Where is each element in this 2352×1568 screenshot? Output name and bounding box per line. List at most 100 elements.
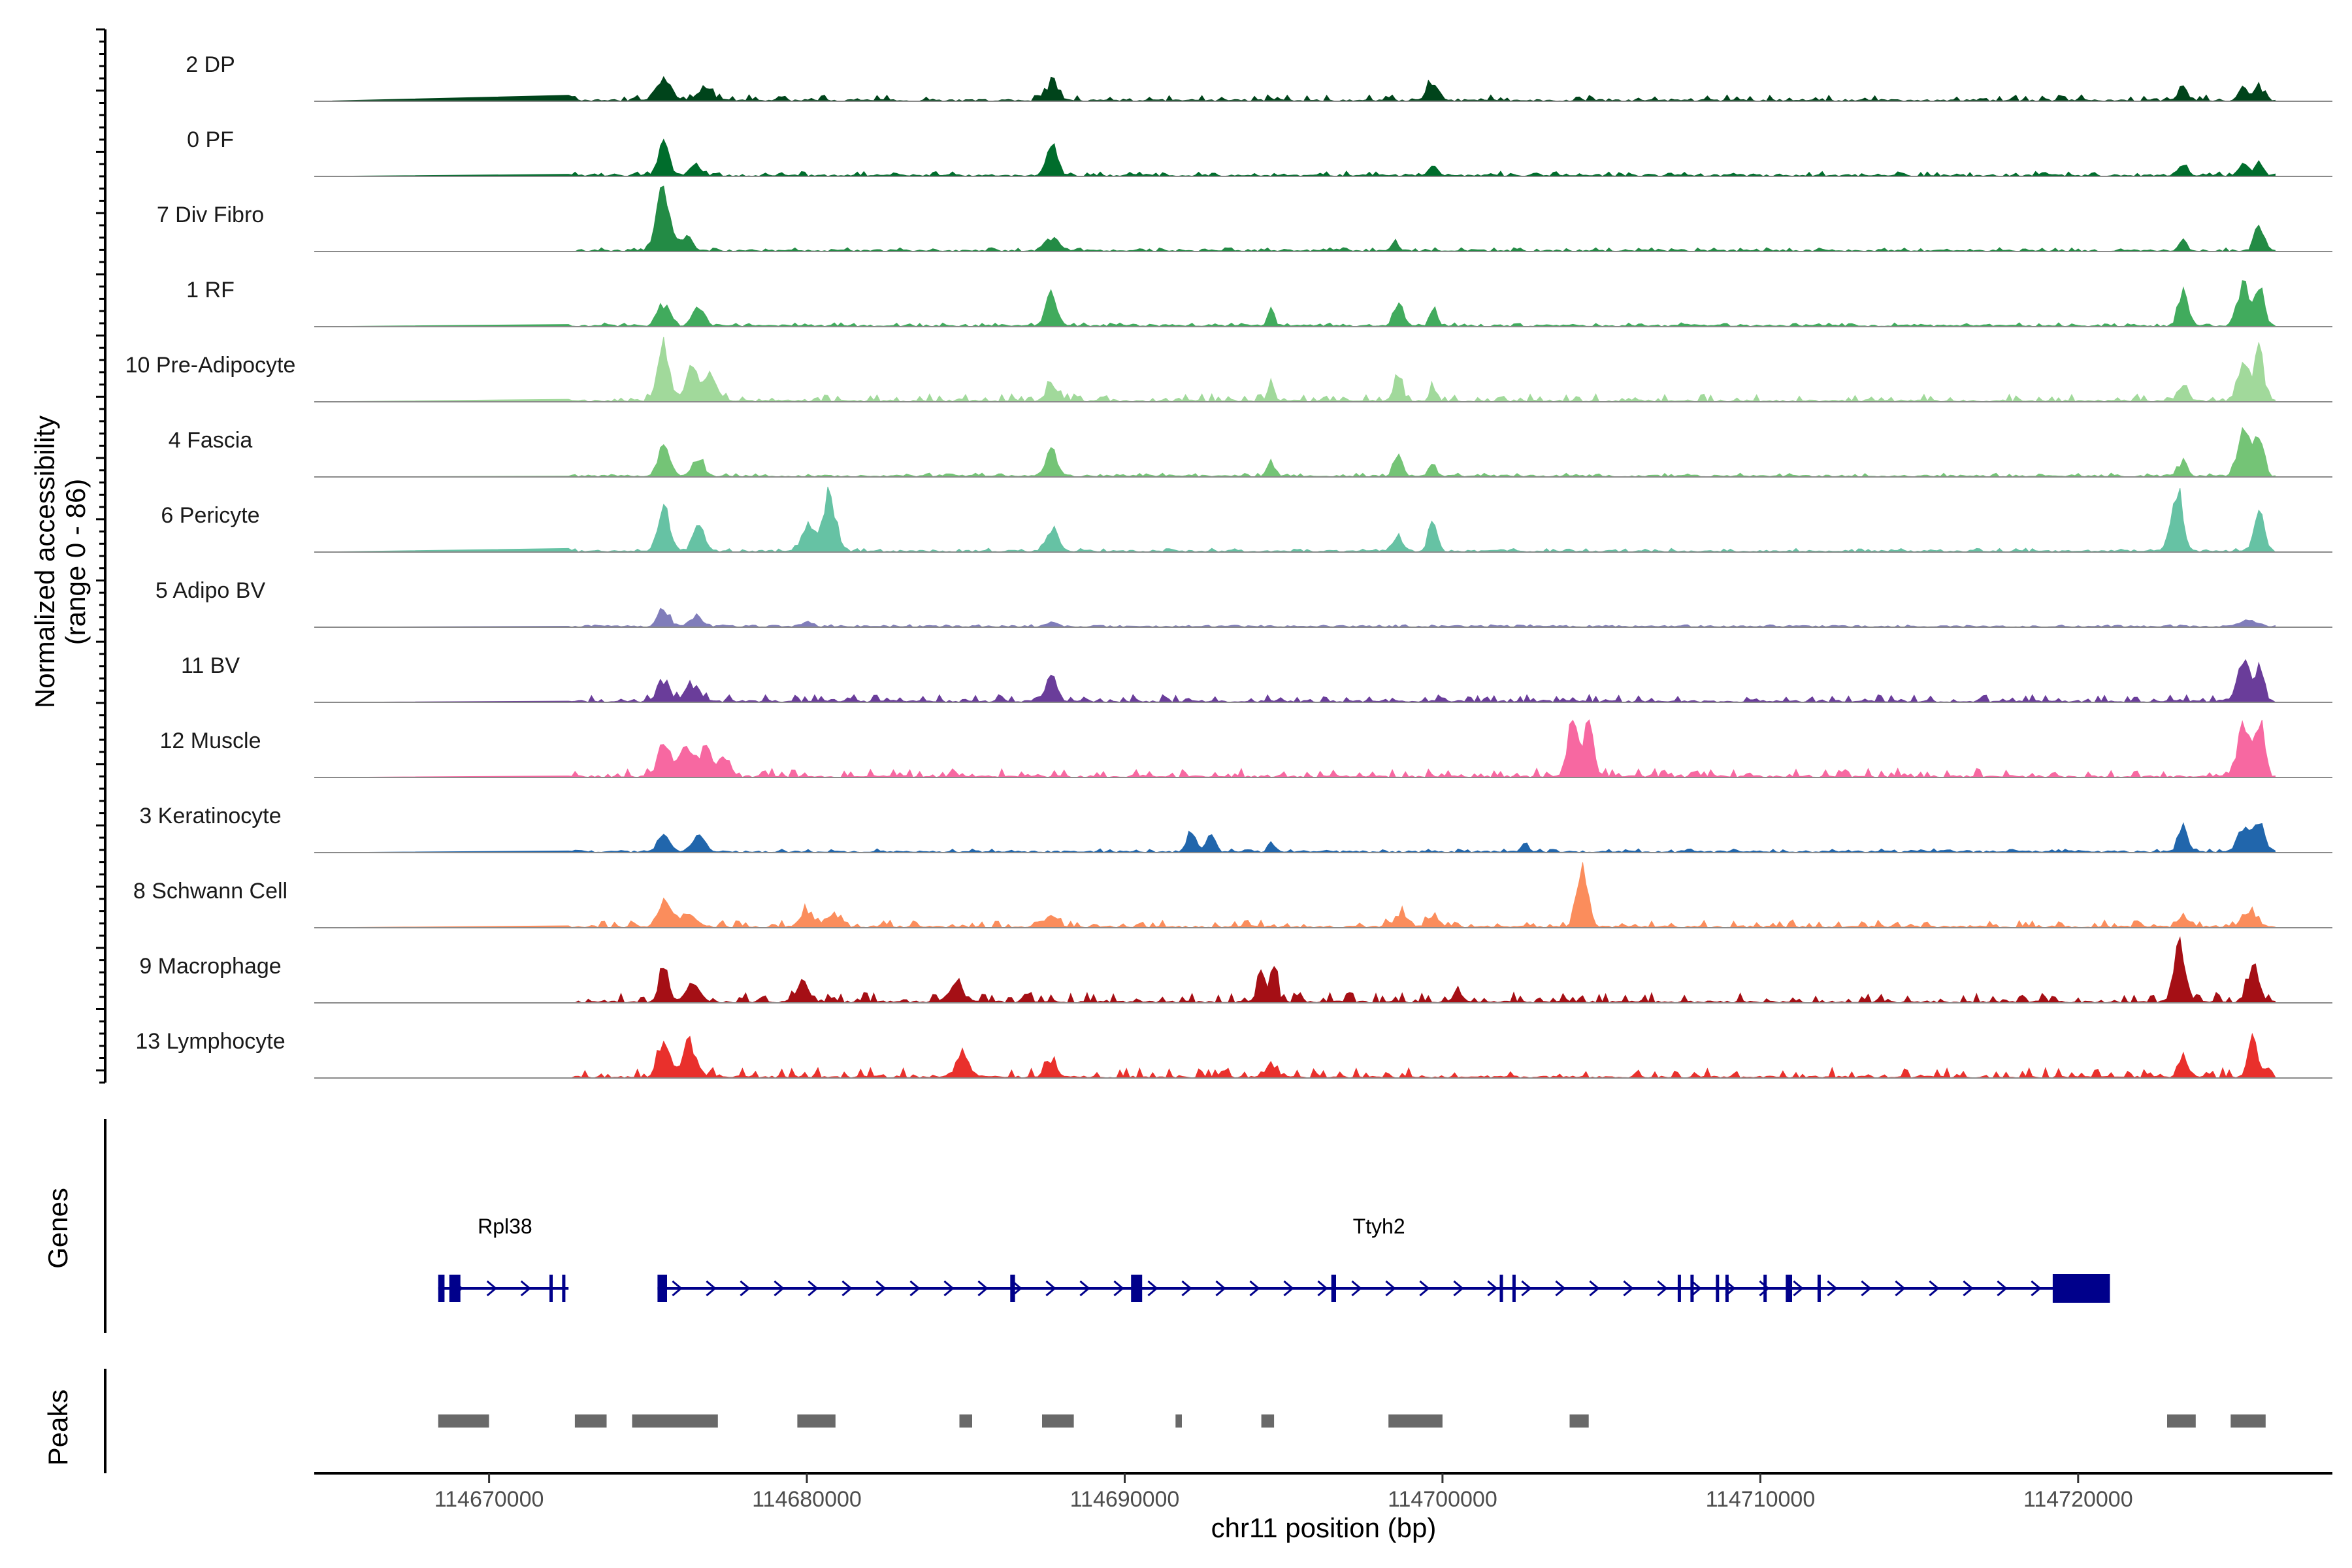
strand-arrow xyxy=(841,1280,853,1297)
coverage-area xyxy=(314,186,2276,252)
strand-arrow xyxy=(1045,1280,1056,1297)
gene-exon xyxy=(1763,1275,1767,1302)
strand-arrow xyxy=(706,1280,717,1297)
x-axis-title: chr11 position (bp) xyxy=(1211,1512,1437,1543)
strand-arrow xyxy=(943,1280,955,1297)
coverage-track: 5 Adipo BV xyxy=(155,578,2332,628)
strand-arrow xyxy=(1895,1280,1906,1297)
strand-arrow xyxy=(909,1280,921,1297)
peak-region xyxy=(1569,1414,1589,1428)
peak-region xyxy=(2167,1414,2196,1428)
strand-arrow xyxy=(1419,1280,1430,1297)
gene-model: Rpl38 xyxy=(438,1215,569,1302)
gene-exon xyxy=(1716,1275,1720,1302)
gene-exon xyxy=(1677,1275,1681,1302)
gene-exon xyxy=(1131,1275,1143,1302)
x-axis-ticks: 114670000 114680000 114690000 114700000 1147… xyxy=(434,1473,2133,1512)
gene-exon xyxy=(562,1275,566,1302)
strand-arrow xyxy=(740,1280,751,1297)
coverage-area xyxy=(314,1032,2276,1079)
accessibility-y-ticks xyxy=(96,28,105,1084)
gene-exon xyxy=(1725,1275,1729,1302)
x-tick-label: 114680000 xyxy=(752,1487,862,1512)
strand-arrow xyxy=(1521,1280,1532,1297)
peak-region xyxy=(574,1414,607,1428)
gene-exon xyxy=(549,1275,553,1302)
gene-exon xyxy=(438,1275,445,1302)
y-axis-title-line2: (range 0 - 86) xyxy=(60,479,91,645)
strand-arrow xyxy=(1623,1280,1634,1297)
coverage-area xyxy=(314,427,2276,478)
track-label: 2 DP xyxy=(186,52,235,77)
strand-arrow xyxy=(1929,1280,1940,1297)
coverage-track: 7 Div Fibro xyxy=(157,186,2332,252)
gene-exon xyxy=(2052,1274,2110,1303)
strand-arrow xyxy=(875,1280,887,1297)
coverage-area xyxy=(314,822,2276,853)
track-label: 6 Pericyte xyxy=(161,503,259,528)
coverage-track: 2 DP xyxy=(186,52,2332,102)
gene-exon xyxy=(449,1275,461,1302)
x-tick-label: 114690000 xyxy=(1070,1487,1180,1512)
strand-arrow xyxy=(486,1280,498,1297)
coverage-track: 9 Macrophage xyxy=(139,936,2332,1004)
strand-arrow xyxy=(1487,1280,1498,1297)
track-label: 13 Lymphocyte xyxy=(135,1029,285,1054)
coverage-area xyxy=(314,608,2276,628)
strand-arrow xyxy=(774,1280,785,1297)
strand-arrow xyxy=(1283,1280,1294,1297)
x-tick-label: 114720000 xyxy=(2023,1487,2133,1512)
strand-arrow xyxy=(1827,1280,1838,1297)
strand-arrow xyxy=(1589,1280,1600,1297)
gene-exon xyxy=(1817,1275,1821,1302)
strand-arrow xyxy=(1351,1280,1362,1297)
coverage-track: 8 Schwann Cell xyxy=(133,862,2332,928)
coverage-track: 1 RF xyxy=(186,278,2332,327)
coverage-track: 13 Lymphocyte xyxy=(135,1029,2332,1079)
coverage-area xyxy=(314,486,2276,553)
strand-arrow xyxy=(1997,1280,2008,1297)
track-label: 9 Macrophage xyxy=(139,954,281,979)
coverage-area xyxy=(314,76,2276,102)
coverage-area xyxy=(314,336,2276,403)
gene-exon xyxy=(1010,1275,1015,1302)
gene-name: Ttyh2 xyxy=(1353,1215,1405,1238)
strand-arrow xyxy=(1691,1280,1702,1297)
peak-region xyxy=(1175,1414,1182,1428)
track-label: 0 PF xyxy=(187,127,234,152)
track-label: 4 Fascia xyxy=(169,428,253,453)
y-axis-title-line1: Normalized accessibility xyxy=(29,416,60,708)
track-label: 5 Adipo BV xyxy=(155,578,266,603)
peak-region xyxy=(797,1414,836,1428)
strand-arrow xyxy=(1453,1280,1464,1297)
x-tick-label: 114670000 xyxy=(434,1487,544,1512)
coverage-tracks: 2 DP 0 PF 7 Div Fibro 1 RF 10 Pre-Adipocyte 4… xyxy=(125,52,2332,1079)
gene-exon xyxy=(1690,1275,1694,1302)
peak-region xyxy=(1261,1414,1275,1428)
track-label: 1 RF xyxy=(186,278,235,302)
track-label: 10 Pre-Adipocyte xyxy=(125,353,296,378)
peak-region xyxy=(632,1414,718,1428)
peaks-track-title: Peaks xyxy=(42,1390,73,1466)
coverage-track: 11 BV xyxy=(181,653,2332,704)
coverage-track: 0 PF xyxy=(187,127,2332,177)
gene-exon xyxy=(1499,1275,1503,1302)
strand-arrow xyxy=(2031,1280,2042,1297)
peak-region xyxy=(959,1414,972,1428)
strand-arrow xyxy=(1963,1280,1974,1297)
strand-arrow xyxy=(1317,1280,1328,1297)
x-tick-label: 114710000 xyxy=(1706,1487,1816,1512)
peak-regions xyxy=(438,1414,2266,1428)
genes-track-title: Genes xyxy=(42,1188,73,1269)
strand-arrow xyxy=(1759,1280,1770,1297)
strand-arrow xyxy=(1793,1280,1804,1297)
coverage-track: 4 Fascia xyxy=(169,427,2332,478)
coverage-area xyxy=(314,659,2276,704)
coverage-track: 3 Keratinocyte xyxy=(139,804,2332,853)
strand-arrow xyxy=(1385,1280,1396,1297)
gene-exon xyxy=(657,1275,667,1302)
x-tick-label: 114700000 xyxy=(1388,1487,1497,1512)
strand-arrow xyxy=(1113,1280,1124,1297)
strand-arrow xyxy=(808,1280,819,1297)
